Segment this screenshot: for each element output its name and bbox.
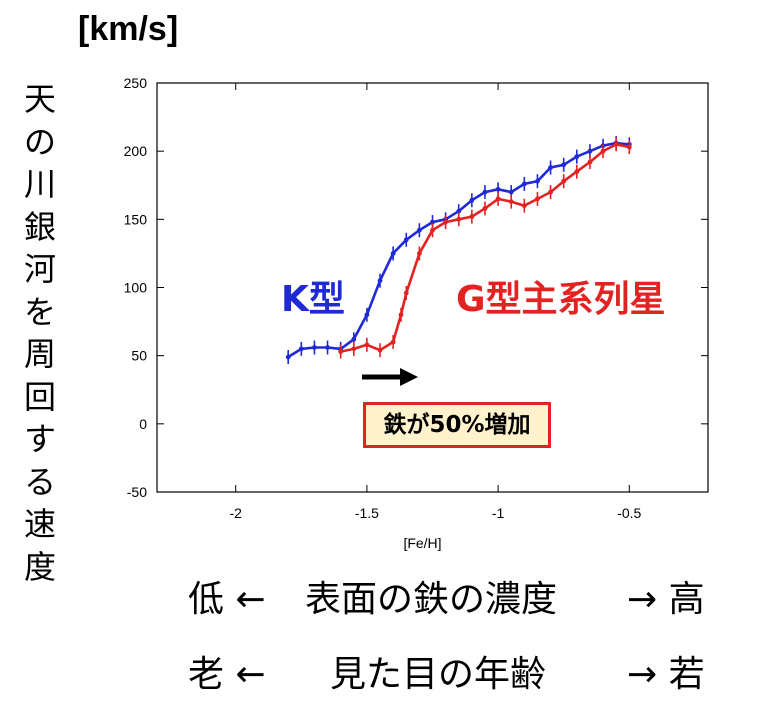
data-point xyxy=(443,219,449,225)
data-point xyxy=(574,169,580,175)
young-label: → 若 xyxy=(627,654,705,695)
apparent-age-label: 見た目の年齢 xyxy=(330,654,547,695)
data-point xyxy=(390,251,396,256)
data-point xyxy=(548,165,553,170)
x-tick-label: -0.5 xyxy=(617,505,641,521)
y-axis-label-char: 天 xyxy=(23,80,56,118)
series-line-1 xyxy=(287,141,630,359)
data-point xyxy=(574,154,580,160)
data-point xyxy=(469,197,475,203)
series-label-k: K型 xyxy=(281,279,345,320)
high-label: → 高 xyxy=(627,579,705,620)
y-tick-label: 200 xyxy=(124,143,148,159)
data-point xyxy=(364,312,370,318)
data-point xyxy=(351,336,357,342)
data-point xyxy=(456,216,462,222)
series-label-g: G型主系列星 xyxy=(456,279,666,320)
data-point xyxy=(600,148,606,154)
data-point xyxy=(535,196,540,202)
data-point xyxy=(613,141,619,147)
data-point xyxy=(351,346,357,352)
metallicity-row: 低 ← 表面の鉄の濃度 → 高 xyxy=(0,570,780,620)
data-point xyxy=(548,189,553,195)
y-tick-label: 100 xyxy=(124,280,148,296)
data-point xyxy=(416,227,422,233)
data-point xyxy=(521,203,527,209)
data-point xyxy=(626,144,632,150)
y-tick-label: 250 xyxy=(124,75,148,91)
iron-abundance-label: 表面の鉄の濃度 xyxy=(305,579,558,620)
x-tick-label: -1.5 xyxy=(355,505,379,521)
y-axis-label-char: 速 xyxy=(23,505,56,543)
data-point xyxy=(495,186,501,192)
data-point xyxy=(338,349,344,354)
data-point xyxy=(508,189,514,195)
y-axis-label-char: る xyxy=(23,462,56,501)
data-point xyxy=(430,219,435,225)
data-point xyxy=(508,199,514,205)
series-line-2 xyxy=(340,143,630,353)
data-point xyxy=(521,181,527,187)
x-tick-label: -1 xyxy=(492,505,505,521)
data-point xyxy=(377,278,383,284)
data-point xyxy=(403,290,409,296)
y-tick-label: 150 xyxy=(124,211,148,227)
x-tick-label: -2 xyxy=(229,505,242,521)
data-point xyxy=(430,227,435,233)
data-point xyxy=(587,148,593,154)
data-point xyxy=(285,354,291,360)
data-point xyxy=(364,342,370,348)
y-axis-unit-label: [km/s] xyxy=(78,10,179,48)
y-axis-label-char: 銀 xyxy=(23,207,56,246)
y-axis-label-char: の xyxy=(23,122,56,161)
data-point xyxy=(312,345,317,350)
data-point xyxy=(495,196,501,202)
low-label: 低 ← xyxy=(188,579,266,620)
y-axis-label-char: 回 xyxy=(23,377,56,416)
y-axis-label-char: 河 xyxy=(23,250,56,288)
data-point xyxy=(390,339,396,345)
y-axis-label-char: 周 xyxy=(23,335,56,373)
y-axis-label-char: す xyxy=(23,420,56,458)
data-point xyxy=(535,178,540,184)
age-row: 老 ← 見た目の年齢 → 若 xyxy=(0,645,780,695)
data-point xyxy=(561,178,567,184)
y-axis-label-char: 川 xyxy=(23,165,56,203)
data-point xyxy=(456,208,462,214)
data-point xyxy=(377,347,383,353)
data-point xyxy=(561,162,567,168)
y-axis-label: 天の川銀河を周回する速度 xyxy=(20,78,60,588)
data-point xyxy=(482,206,488,211)
y-tick-label: 50 xyxy=(131,348,147,364)
data-point xyxy=(298,346,304,352)
data-point xyxy=(403,237,409,243)
old-label: 老 ← xyxy=(188,654,266,695)
data-point xyxy=(469,214,475,220)
data-point xyxy=(482,189,488,195)
data-point xyxy=(416,251,422,256)
data-point xyxy=(587,159,593,165)
y-tick-label: 0 xyxy=(139,416,147,432)
y-tick-label: -50 xyxy=(127,484,147,500)
x-axis-label: [Fe/H] xyxy=(403,535,441,551)
shift-arrow-icon xyxy=(400,368,418,386)
note-box: 鉄が50%増加 xyxy=(363,402,551,448)
y-axis-label-char: を xyxy=(23,292,56,331)
data-point xyxy=(398,312,404,318)
y-axis-label-char: 度 xyxy=(23,547,56,586)
data-point xyxy=(325,345,330,350)
